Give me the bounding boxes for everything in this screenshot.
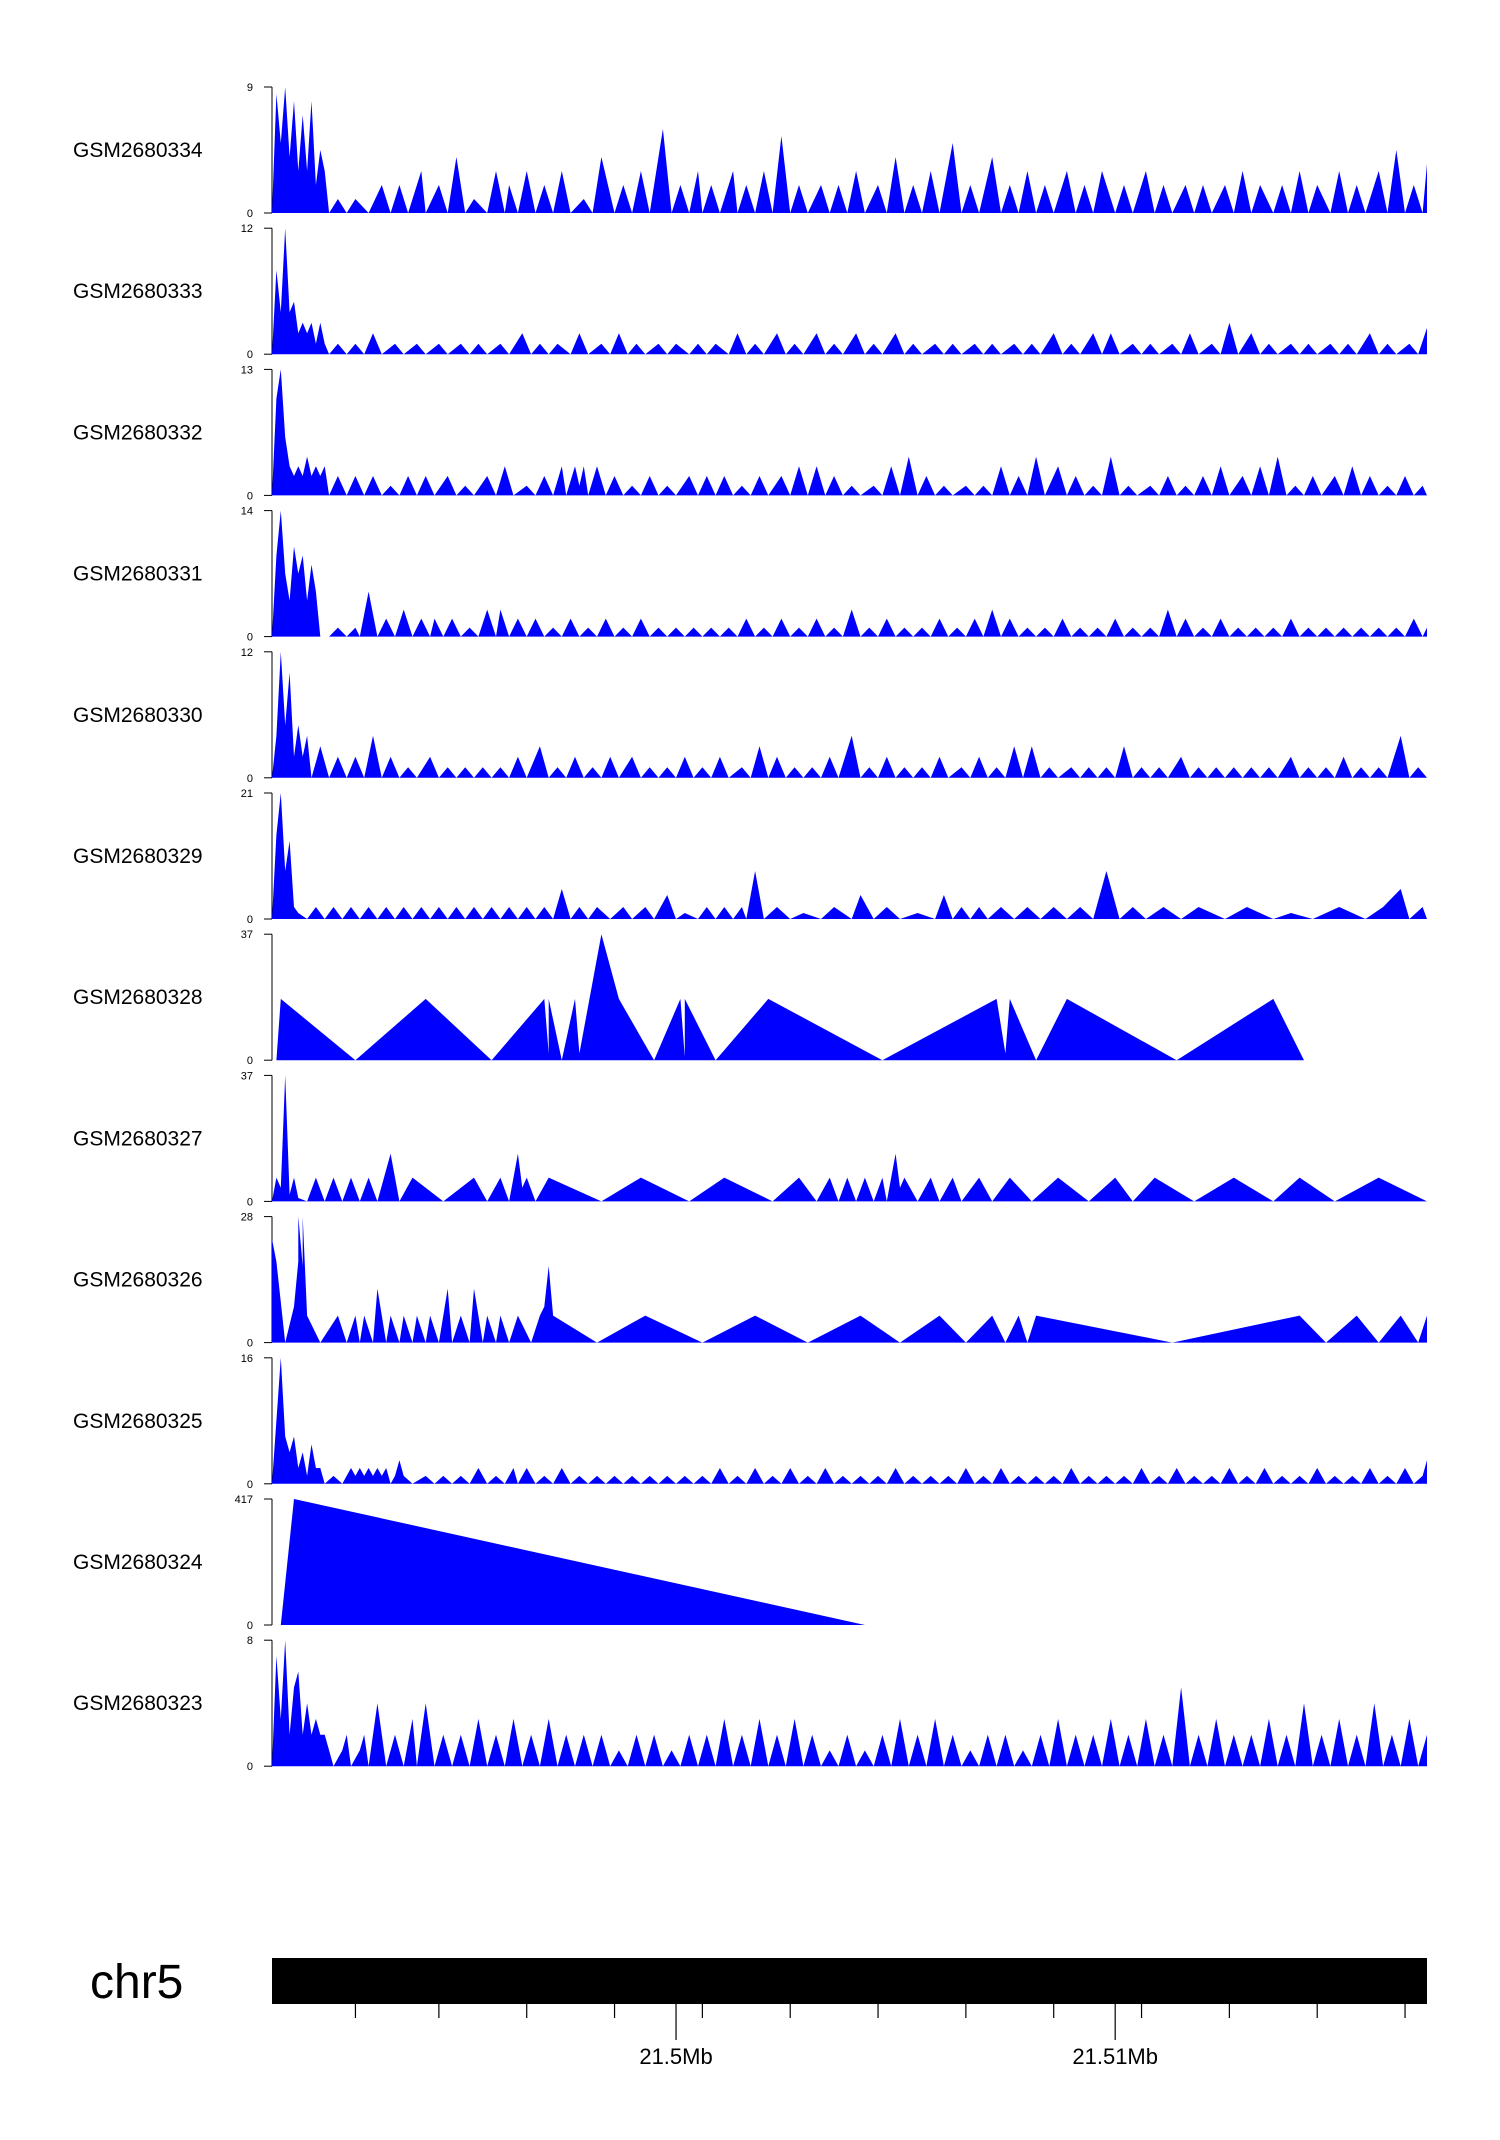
coverage-area-GSM2680334 [272,87,1427,213]
coverage-area-GSM2680324 [280,1499,865,1625]
y-tick-label-min: 0 [247,632,253,644]
track-label: GSM2680328 [73,986,203,1009]
track-label: GSM2680329 [73,845,203,868]
track-GSM2680332: GSM2680332 13 0 [73,364,1427,502]
y-tick-label-min: 0 [247,1196,253,1208]
track-GSM2680328: GSM2680328 37 0 [73,929,1304,1067]
track-GSM2680331: GSM2680331 14 0 [73,506,1427,644]
y-tick-label-max: 8 [247,1635,253,1647]
track-label: GSM2680333 [73,280,203,303]
y-tick-label-max: 28 [241,1212,253,1224]
y-tick-label-max: 21 [241,788,253,800]
track-GSM2680327: GSM2680327 37 0 [73,1070,1427,1208]
y-tick-label-min: 0 [247,349,253,361]
chromosome-label: chr5 [90,1956,183,2009]
y-tick-label-max: 13 [241,364,253,376]
track-label: GSM2680332 [73,421,203,444]
track-GSM2680326: GSM2680326 28 0 [73,1212,1427,1350]
coverage-area-GSM2680330 [272,651,1427,778]
track-label: GSM2680331 [73,563,203,586]
y-tick-label-min: 0 [247,773,253,785]
track-label: GSM2680324 [73,1551,203,1574]
chromosome-bar [272,1958,1427,2004]
track-GSM2680333: GSM2680333 12 0 [73,223,1427,361]
track-label: GSM2680327 [73,1127,203,1150]
y-tick-label-max: 37 [241,929,253,941]
track-GSM2680329: GSM2680329 21 0 [73,788,1427,926]
track-label: GSM2680330 [73,704,203,727]
coverage-area-GSM2680325 [272,1357,1427,1484]
coverage-area-GSM2680331 [272,510,1427,637]
y-tick-label-max: 37 [241,1070,253,1082]
coverage-area-GSM2680327 [272,1075,1427,1202]
coverage-area-GSM2680323 [272,1640,1427,1767]
y-tick-label-min: 0 [247,1761,253,1773]
y-tick-label-max: 417 [235,1494,253,1506]
track-GSM2680334: GSM2680334 9 0 [73,82,1427,220]
y-tick-label-min: 0 [247,1338,253,1350]
y-tick-label-max: 14 [241,506,253,518]
y-tick-label-min: 0 [247,1479,253,1491]
coverage-area-GSM2680329 [272,793,1427,919]
track-label: GSM2680334 [73,139,203,162]
y-tick-label-min: 0 [247,1055,253,1067]
track-label: GSM2680326 [73,1269,203,1292]
track-GSM2680325: GSM2680325 16 0 [73,1353,1427,1491]
y-tick-label-min: 0 [247,208,253,220]
y-tick-label-max: 12 [241,647,253,659]
y-tick-label-min: 0 [247,914,253,926]
y-tick-label-max: 12 [241,223,253,235]
coverage-area-GSM2680326 [272,1216,1427,1343]
track-GSM2680330: GSM2680330 12 0 [73,647,1427,785]
y-tick-label-max: 16 [241,1353,253,1365]
y-tick-label-min: 0 [247,1620,253,1632]
axis-tick-label: 21.51Mb [1072,2044,1158,2069]
y-tick-label-min: 0 [247,490,253,502]
axis-tick-label: 21.5Mb [639,2044,712,2069]
track-GSM2680324: GSM2680324 417 0 [73,1494,865,1632]
track-label: GSM2680325 [73,1410,203,1433]
data-tracks: GSM268033490GSM2680333120GSM2680332130GS… [73,82,1427,1773]
track-label: GSM2680323 [73,1692,203,1715]
coverage-area-GSM2680332 [272,369,1427,496]
coverage-area-GSM2680328 [276,934,1304,1061]
coverage-area-GSM2680333 [272,228,1427,355]
track-GSM2680323: GSM2680323 8 0 [73,1635,1427,1773]
y-tick-label-max: 9 [247,82,253,94]
